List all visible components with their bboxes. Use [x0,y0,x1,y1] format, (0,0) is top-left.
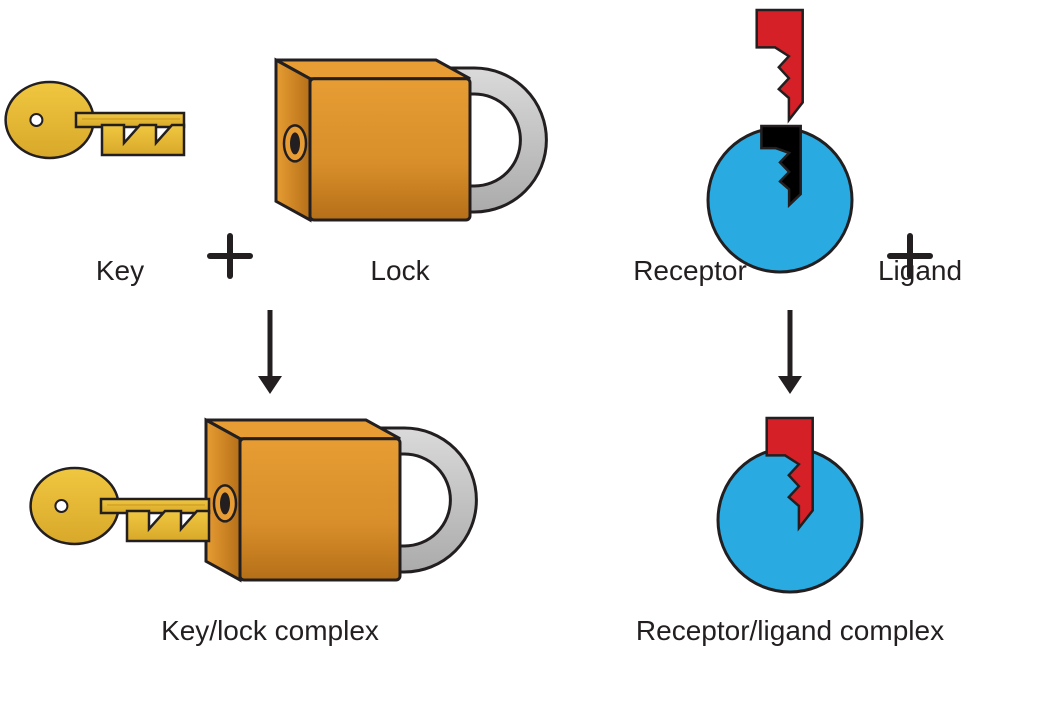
label-ligand: Ligand [878,255,962,286]
label-receptor: Receptor [633,255,747,286]
lock-icon-2 [206,420,476,580]
label-key: Key [96,255,144,286]
lock-icon [276,60,546,220]
arrow-right [778,310,802,394]
arrow-left [258,310,282,394]
receptor-icon [708,126,852,272]
label-lock: Lock [370,255,430,286]
label-receptor-ligand-complex: Receptor/ligand complex [636,615,944,646]
label-keylock-complex: Key/lock complex [161,615,379,646]
key-icon-2 [31,468,209,544]
ligand-icon [757,10,803,120]
key-icon [6,82,184,158]
receptor-icon-2 [718,448,862,592]
plus-left [210,236,250,276]
